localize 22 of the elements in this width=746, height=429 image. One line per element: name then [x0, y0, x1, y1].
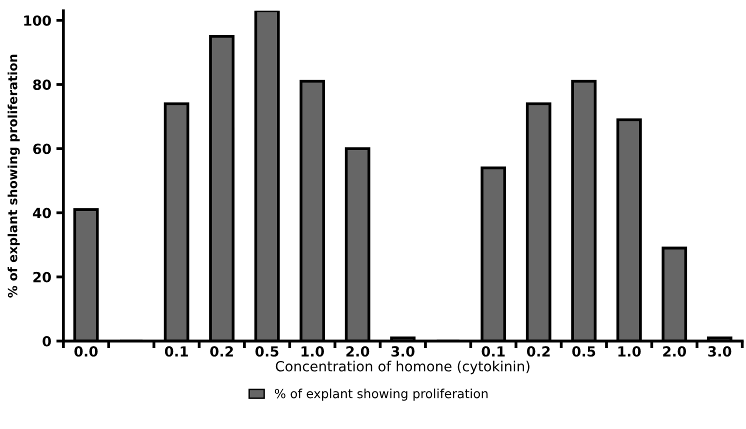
x-tick-label: 0.1 [164, 346, 188, 357]
x-tick-label: 2.0 [346, 346, 370, 357]
x-tick-label: 0.2 [210, 346, 233, 357]
x-tick-label: 1.0 [302, 346, 324, 357]
y-tick-label: 40 [32, 208, 51, 218]
x-tick-label: 2.0 [663, 346, 686, 357]
y-axis-title: % of explant showing proliferation [8, 54, 20, 298]
x-tick-label: 0.1 [482, 346, 505, 357]
x-tick-label: 1.0 [618, 346, 641, 357]
y-tick-label: 80 [33, 79, 51, 90]
legend-label: % of explant showing proliferation [274, 388, 488, 401]
x-tick-label: 0.5 [572, 346, 596, 357]
x-tick-label: 3.0 [708, 346, 732, 357]
x-tick-label: 0.2 [526, 346, 550, 357]
x-axis-title: Concentration of homone (cytokinin) [276, 360, 530, 374]
x-tick-label: 0.0 [74, 346, 98, 357]
y-tick-label: 0 [42, 336, 51, 347]
x-tick-label: 0.5 [255, 346, 278, 357]
y-tick-label: 20 [33, 272, 51, 282]
y-tick-label: 60 [33, 144, 51, 154]
x-tick-label: 3.0 [391, 346, 414, 357]
y-tick-label: 100 [24, 15, 51, 26]
